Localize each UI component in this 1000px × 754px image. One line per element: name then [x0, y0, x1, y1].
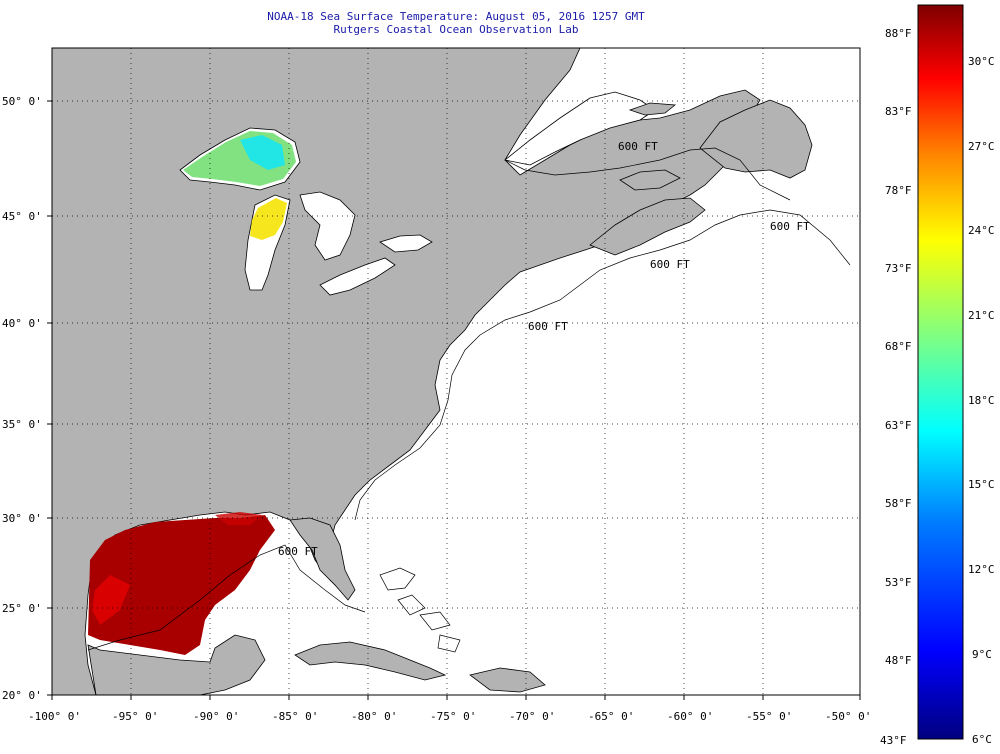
colorbar-f-label: 68°F: [885, 340, 912, 353]
lon-label: -60° 0': [667, 710, 713, 723]
lat-label: 35° 0': [2, 418, 42, 431]
lon-label: -100° 0': [28, 710, 81, 723]
gulf-sst-warm: [88, 515, 275, 655]
isobath-label: 600 FT: [618, 140, 658, 153]
isobath-gulf-of-maine: [504, 147, 791, 201]
colorbar-c-label: 15°C: [968, 478, 995, 491]
colorbar-f-label: 63°F: [885, 419, 912, 432]
lon-label: -75° 0': [430, 710, 476, 723]
isobath-gulf: [87, 544, 366, 651]
colorbar-f-label: 43°F: [880, 734, 907, 747]
lake-huron: [299, 191, 356, 261]
colorbar-c-label: 21°C: [968, 309, 995, 322]
lat-label: 25° 0': [2, 602, 42, 615]
colorbar-f-label: 58°F: [885, 497, 912, 510]
colorbar-c-label: 18°C: [968, 394, 995, 407]
isobath-label: 600 FT: [770, 220, 810, 233]
land-north-america: [52, 48, 761, 695]
lat-label: 45° 0': [2, 210, 42, 223]
land-pei: [619, 169, 681, 191]
lon-label: -55° 0': [746, 710, 792, 723]
colorbar-c-label: 27°C: [968, 140, 995, 153]
colorbar-f-label: 88°F: [885, 27, 912, 40]
lake-michigan-sst: [250, 198, 287, 240]
lat-label: 20° 0': [2, 689, 42, 702]
lat-label: 50° 0': [2, 95, 42, 108]
isobath-label: 600 FT: [650, 258, 690, 271]
isobath-label: 600 FT: [278, 545, 318, 558]
bahamas-outline: [379, 567, 461, 653]
lon-label: -85° 0': [272, 710, 318, 723]
water-anticosti: [628, 102, 677, 116]
lon-label: -95° 0': [112, 710, 158, 723]
gulf-sst-red-2: [215, 512, 262, 525]
colorbar-f-label: 78°F: [885, 184, 912, 197]
map-subtitle: Rutgers Coastal Ocean Observation Lab: [333, 23, 579, 36]
land-florida: [289, 517, 356, 601]
lon-label: -65° 0': [588, 710, 634, 723]
land-yucatan: [87, 634, 266, 695]
colorbar-f-label: 73°F: [885, 262, 912, 275]
colorbar-f-label: 83°F: [885, 105, 912, 118]
colorbar-c-label: 9°C: [972, 648, 992, 661]
axis-ticks: [47, 100, 861, 700]
lake-ontario: [379, 234, 433, 253]
colorbar-f-label: 53°F: [885, 576, 912, 589]
land-hispaniola: [469, 667, 546, 693]
lon-label: -80° 0': [351, 710, 397, 723]
gulf-sst-red: [92, 575, 130, 625]
colorbar-c-label: 24°C: [968, 224, 995, 237]
lake-superior-cold: [240, 135, 285, 170]
map-title: NOAA-18 Sea Surface Temperature: August …: [267, 10, 645, 23]
colorbar-c-label: 12°C: [968, 563, 995, 576]
isobath-shelf: [354, 209, 851, 521]
map-frame: [51, 47, 861, 696]
lon-label: -70° 0': [509, 710, 555, 723]
lon-label: -50° 0': [825, 710, 871, 723]
colorbar-c-label: 6°C: [972, 733, 992, 746]
lon-label: -90° 0': [193, 710, 239, 723]
land-newfoundland: [699, 99, 813, 179]
land-cuba: [294, 641, 447, 681]
isobath-label: 600 FT: [528, 320, 568, 333]
colorbar: [917, 4, 964, 740]
colorbar-f-label: 48°F: [885, 654, 912, 667]
land-maritimes: [589, 197, 706, 256]
colorbar-c-label: 30°C: [968, 55, 995, 68]
lat-label: 40° 0': [2, 317, 42, 330]
lat-label: 30° 0': [2, 512, 42, 525]
lake-erie: [319, 257, 396, 296]
